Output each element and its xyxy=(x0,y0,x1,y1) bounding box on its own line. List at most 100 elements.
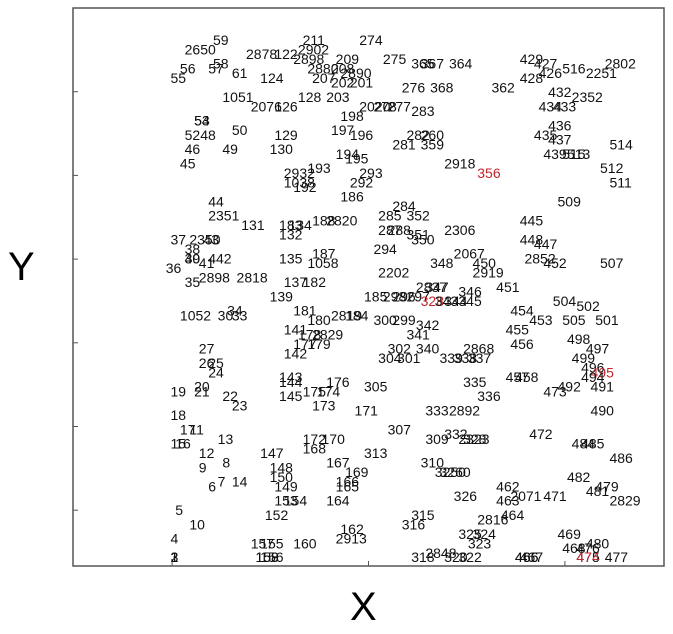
point-label: 278 xyxy=(373,98,397,114)
point-label: 12 xyxy=(199,445,215,461)
point-label: 176 xyxy=(326,374,350,390)
point-label: 313 xyxy=(364,445,388,461)
point-label: 285 xyxy=(378,208,402,224)
point-label: 37 xyxy=(170,231,186,247)
point-label: 147 xyxy=(260,445,284,461)
point-label: 340 xyxy=(416,341,440,357)
point-label: 342 xyxy=(416,317,440,333)
point-label: 494 xyxy=(581,369,605,385)
point-label: 180 xyxy=(307,312,331,328)
point-label: 2819 xyxy=(331,307,362,323)
point-label: 20 xyxy=(194,379,210,395)
point-label: 2352 xyxy=(572,89,603,105)
point-label: 41 xyxy=(199,255,215,271)
point-label: 298 xyxy=(383,288,407,304)
point-label: 468 xyxy=(562,540,586,556)
point-label: 11 xyxy=(189,421,204,437)
point-label: 35 xyxy=(185,274,201,290)
point-label: 177 xyxy=(293,336,317,352)
point-label: 426 xyxy=(539,65,563,81)
point-label: 434 xyxy=(539,98,563,114)
point-label: 469 xyxy=(558,526,582,542)
point-label: 26 xyxy=(199,355,215,371)
point-label: 336 xyxy=(477,388,501,404)
point-label: 315 xyxy=(411,507,435,523)
point-label: 154 xyxy=(284,493,308,509)
point-label: 10 xyxy=(189,516,205,532)
point-label: 283 xyxy=(411,103,435,119)
point-label: 2932 xyxy=(284,165,315,181)
point-label: 514 xyxy=(609,136,633,152)
point-label: 455 xyxy=(506,322,530,338)
point-label: 368 xyxy=(430,79,454,95)
point-label: 504 xyxy=(553,293,577,309)
point-label: 18 xyxy=(170,407,186,423)
point-label: 201 xyxy=(350,75,374,91)
point-label: 442 xyxy=(208,250,232,266)
point-label: 292 xyxy=(350,174,374,190)
point-label: 5 xyxy=(175,502,183,518)
point-label: 337 xyxy=(468,350,492,366)
point-label: 3 xyxy=(170,549,178,565)
point-label: 297 xyxy=(406,288,430,304)
point-label: 144 xyxy=(279,374,303,390)
highlighted-point-label: 495 xyxy=(591,364,615,380)
point-label: 473 xyxy=(543,383,567,399)
point-label: 305 xyxy=(364,379,388,395)
point-label: 447 xyxy=(534,236,558,252)
point-label: 36 xyxy=(166,260,182,276)
point-label: 193 xyxy=(307,160,331,176)
point-label: 149 xyxy=(274,478,298,494)
y-axis-label: Y xyxy=(8,245,35,289)
point-label: 485 xyxy=(581,436,605,452)
point-label: 2071 xyxy=(510,488,541,504)
point-label: 2802 xyxy=(605,56,636,72)
point-label: 2306 xyxy=(444,222,475,238)
point-label: 2898 xyxy=(293,51,324,67)
point-label: 505 xyxy=(562,312,586,328)
point-label: 456 xyxy=(510,336,534,352)
point-label: 507 xyxy=(600,255,624,271)
point-label: 185 xyxy=(364,288,388,304)
point-label: 40 xyxy=(185,250,201,266)
point-label: 33 xyxy=(232,307,248,323)
point-label: 186 xyxy=(340,189,364,205)
point-label: 134 xyxy=(288,217,312,233)
point-label: 2868 xyxy=(463,341,494,357)
point-label: 490 xyxy=(591,402,615,418)
point-label: 56 xyxy=(180,60,196,76)
point-label: 168 xyxy=(303,440,327,456)
point-label: 281 xyxy=(392,136,416,152)
point-label: 122 xyxy=(274,46,298,62)
x-axis-label: X xyxy=(350,585,377,629)
point-label: 492 xyxy=(558,379,582,395)
point-label: 179 xyxy=(307,336,331,352)
point-label: 61 xyxy=(232,65,248,81)
point-label: 148 xyxy=(270,459,294,475)
point-label: 153 xyxy=(274,493,298,509)
point-label: 173 xyxy=(312,398,336,414)
point-label: 182 xyxy=(303,274,327,290)
point-label: 475 xyxy=(576,549,600,565)
point-label: 301 xyxy=(397,350,421,366)
point-label: 195 xyxy=(345,151,369,167)
point-label: 324 xyxy=(473,526,497,542)
point-label: 165 xyxy=(336,478,360,494)
point-label: 465 xyxy=(515,549,539,565)
point-label: 209 xyxy=(336,51,360,67)
point-label: 332 xyxy=(444,426,468,442)
point-label: 34 xyxy=(227,303,243,319)
point-label: 203 xyxy=(326,89,350,105)
point-label: 25 xyxy=(208,355,224,371)
point-label: 21 xyxy=(194,383,210,399)
point-label: 2878 xyxy=(246,46,277,62)
point-label: 167 xyxy=(326,455,350,471)
point-label: 436 xyxy=(548,117,572,133)
point-label: 435 xyxy=(534,127,558,143)
point-label: 2890 xyxy=(340,65,371,81)
point-label: 150 xyxy=(270,469,294,485)
point-label: 174 xyxy=(317,383,341,399)
point-label: 188 xyxy=(312,212,336,228)
point-label: 445 xyxy=(520,212,544,228)
point-label: 288 xyxy=(388,222,412,238)
